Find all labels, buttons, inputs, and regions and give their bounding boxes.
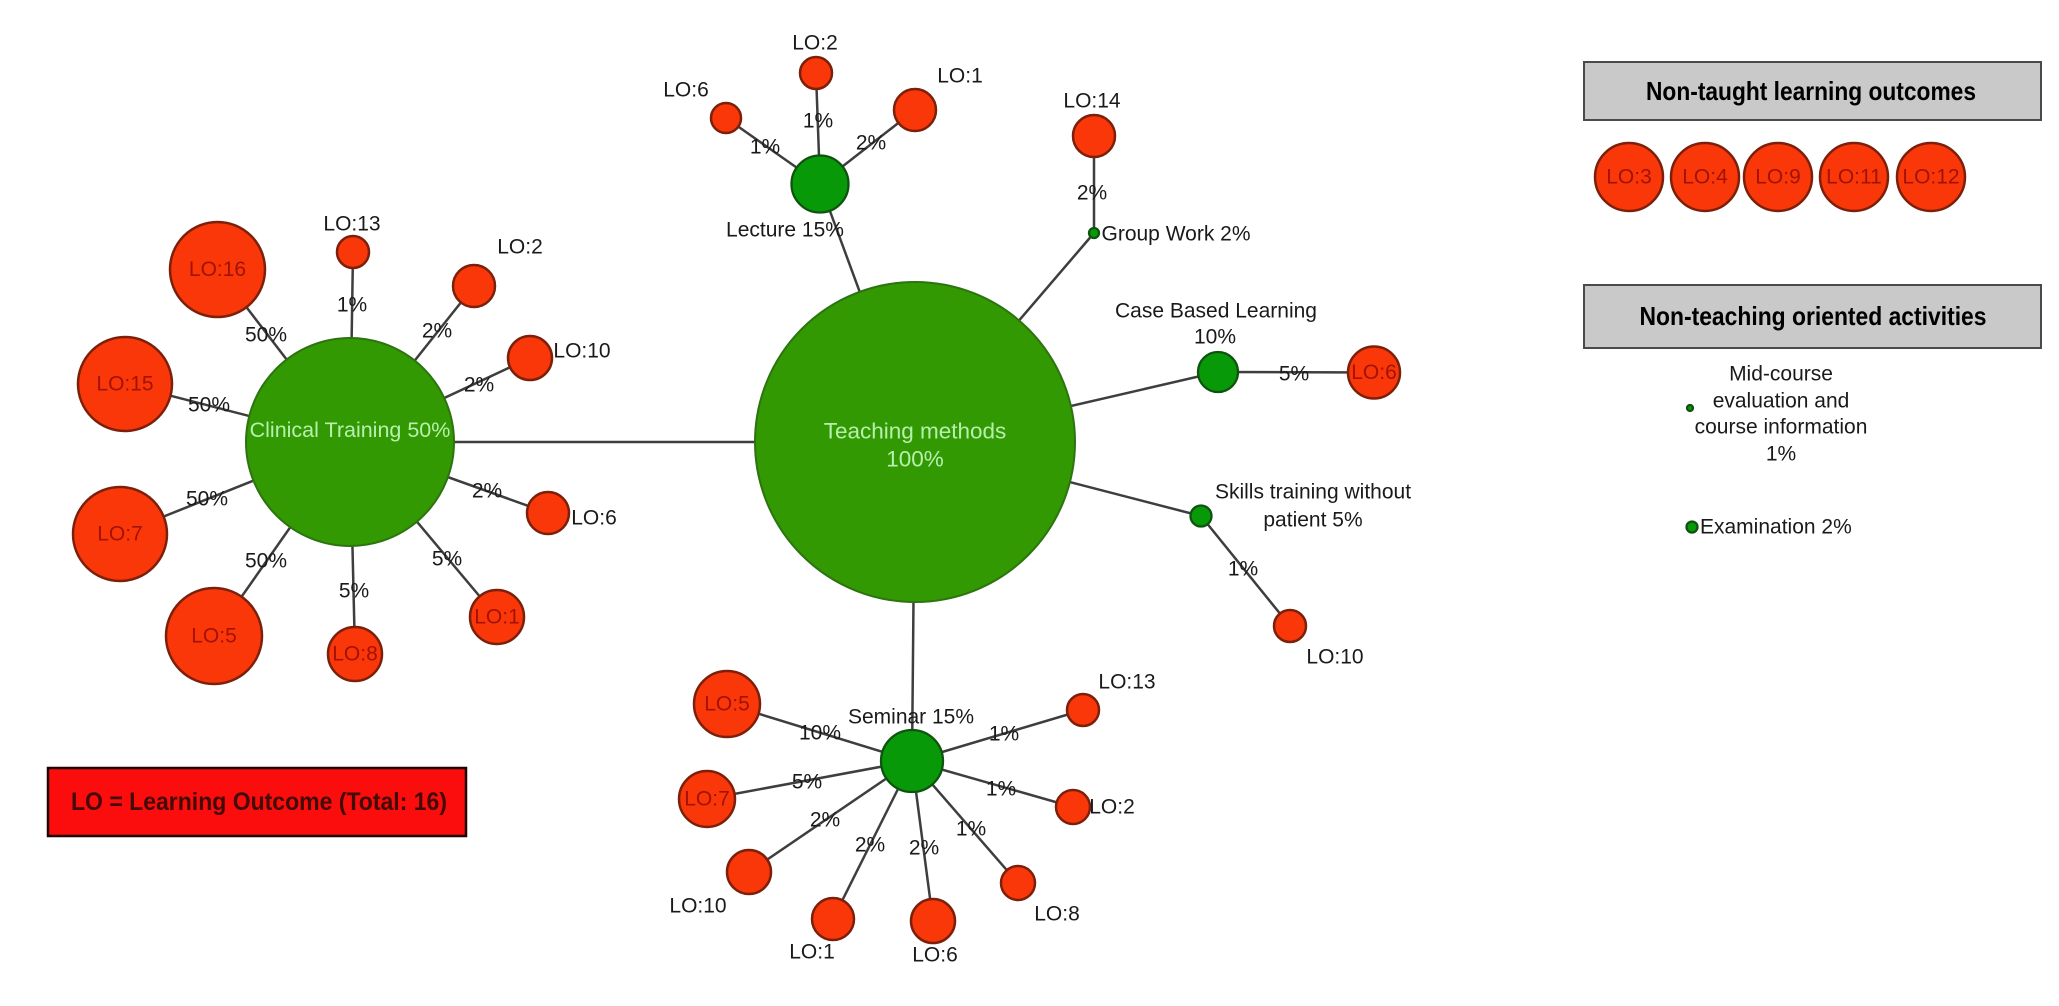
svg-text:evaluation and: evaluation and (1713, 390, 1850, 413)
svg-text:2%: 2% (810, 809, 840, 832)
svg-text:LO:1: LO:1 (937, 65, 983, 88)
svg-text:1%: 1% (989, 723, 1019, 746)
svg-text:LO:2: LO:2 (1089, 796, 1135, 819)
svg-text:2%: 2% (856, 132, 886, 155)
svg-text:LO:16: LO:16 (189, 258, 246, 281)
svg-text:LO:10: LO:10 (669, 895, 726, 918)
svg-text:LO:6: LO:6 (663, 79, 709, 102)
svg-text:LO:2: LO:2 (497, 236, 543, 259)
svg-text:50%: 50% (188, 394, 230, 417)
svg-text:LO:13: LO:13 (1098, 671, 1155, 694)
svg-text:Seminar 15%: Seminar 15% (848, 706, 974, 729)
svg-text:LO:1: LO:1 (474, 606, 520, 629)
svg-text:Teaching methods: Teaching methods (824, 419, 1007, 444)
svg-text:LO:13: LO:13 (323, 213, 380, 236)
svg-text:LO:6: LO:6 (912, 944, 958, 967)
svg-text:LO:10: LO:10 (553, 340, 610, 363)
svg-text:course information: course information (1695, 416, 1868, 439)
svg-text:LO:15: LO:15 (96, 373, 153, 396)
svg-text:LO:1: LO:1 (789, 941, 835, 964)
svg-text:LO:2: LO:2 (792, 32, 838, 55)
svg-text:Case Based Learning: Case Based Learning (1115, 300, 1317, 323)
svg-text:LO:12: LO:12 (1902, 166, 1959, 189)
svg-text:LO:8: LO:8 (332, 643, 378, 666)
svg-text:2%: 2% (1077, 182, 1107, 205)
svg-text:50%: 50% (186, 488, 228, 511)
svg-text:1%: 1% (803, 110, 833, 133)
svg-text:1%: 1% (750, 136, 780, 159)
svg-text:Skills training without: Skills training without (1215, 481, 1411, 504)
svg-text:1%: 1% (986, 778, 1016, 801)
svg-text:LO:6: LO:6 (1351, 361, 1397, 384)
svg-text:LO:7: LO:7 (684, 788, 730, 811)
svg-text:2%: 2% (422, 320, 452, 343)
svg-text:Examination 2%: Examination 2% (1700, 516, 1852, 539)
svg-text:5%: 5% (339, 580, 369, 603)
svg-text:LO:14: LO:14 (1063, 90, 1121, 113)
svg-text:patient 5%: patient 5% (1263, 509, 1362, 532)
svg-text:50%: 50% (245, 324, 287, 347)
svg-text:Clinical Training 50%: Clinical Training 50% (250, 418, 451, 442)
svg-text:5%: 5% (1279, 363, 1309, 386)
svg-text:2%: 2% (909, 837, 939, 860)
svg-text:1%: 1% (956, 818, 986, 841)
svg-text:LO:5: LO:5 (704, 693, 750, 716)
svg-text:Mid-course: Mid-course (1729, 363, 1833, 386)
svg-text:Non-teaching oriented activiti: Non-teaching oriented activities (1640, 301, 1987, 331)
svg-text:Non-taught learning outcomes: Non-taught learning outcomes (1646, 76, 1976, 106)
svg-text:5%: 5% (792, 771, 822, 794)
svg-text:10%: 10% (799, 722, 841, 745)
svg-text:5%: 5% (432, 548, 462, 571)
svg-text:LO:8: LO:8 (1034, 903, 1080, 926)
svg-text:LO = Learning Outcome (Total:: LO = Learning Outcome (Total: 16) (71, 788, 447, 816)
svg-text:50%: 50% (245, 550, 287, 573)
svg-text:Group Work 2%: Group Work 2% (1102, 223, 1251, 246)
svg-text:LO:7: LO:7 (97, 523, 143, 546)
svg-text:LO:11: LO:11 (1826, 166, 1882, 189)
svg-text:LO:5: LO:5 (191, 625, 237, 648)
svg-text:LO:4: LO:4 (1682, 166, 1728, 189)
svg-text:2%: 2% (855, 834, 885, 857)
svg-text:1%: 1% (1228, 558, 1258, 581)
svg-text:Lecture 15%: Lecture 15% (726, 219, 844, 242)
svg-text:LO:3: LO:3 (1606, 166, 1652, 189)
svg-text:2%: 2% (464, 374, 494, 397)
svg-text:100%: 100% (886, 447, 944, 472)
svg-text:10%: 10% (1194, 326, 1236, 349)
svg-text:1%: 1% (1766, 443, 1796, 466)
svg-text:LO:9: LO:9 (1755, 166, 1801, 189)
svg-text:2%: 2% (472, 480, 502, 503)
svg-text:LO:6: LO:6 (571, 507, 617, 530)
svg-text:LO:10: LO:10 (1306, 646, 1363, 669)
svg-text:1%: 1% (337, 294, 367, 317)
